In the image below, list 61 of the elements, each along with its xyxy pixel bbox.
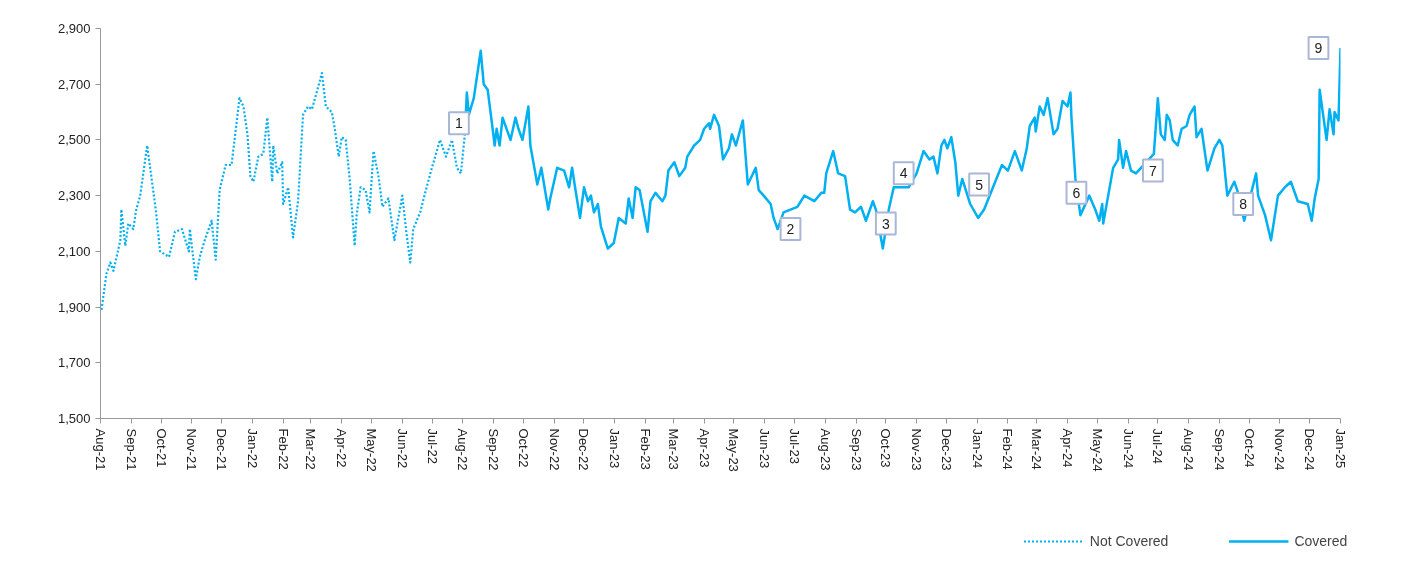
x-tick-label: Jan-22	[244, 428, 260, 469]
x-tick-label: Aug-22	[455, 428, 471, 471]
x-tick-label: Jul-22	[424, 428, 440, 464]
x-tick-label: Oct-22	[515, 428, 531, 468]
x-tick-label: Jan-23	[607, 428, 623, 469]
x-tick-label: Feb-22	[275, 428, 291, 470]
x-tick-label: Jun-22	[394, 428, 410, 469]
annotation: 4	[899, 165, 908, 182]
y-tick-label: 2,900	[57, 21, 91, 36]
x-tick-label: Oct-23	[878, 428, 894, 468]
x-tick-label: Nov-22	[546, 428, 562, 471]
x-tick-label: Feb-24	[1000, 428, 1016, 470]
x-tick-label: Dec-23	[938, 428, 954, 471]
annotation: 5	[975, 176, 984, 193]
y-tick-label: 2,100	[57, 243, 91, 259]
x-tick-label: Jan-24	[969, 428, 985, 469]
x-tick-label: Dec-21	[214, 428, 230, 471]
legend-label: Covered	[1294, 533, 1348, 549]
x-tick-label: Apr-23	[696, 428, 712, 468]
x-tick-label: Aug-24	[1181, 428, 1197, 471]
annotation: 3	[881, 215, 890, 232]
x-tick-label: Sep-24	[1211, 428, 1227, 471]
y-tick-label: 1,900	[57, 299, 91, 315]
legend-label: Not Covered	[1089, 533, 1169, 549]
annotation: 1	[455, 115, 464, 132]
x-tick-label: Mar-24	[1029, 428, 1045, 470]
x-tick-label: Aug-21	[93, 428, 108, 471]
x-tick-label: Jan-25	[1333, 428, 1348, 469]
annotation: 8	[1239, 196, 1248, 212]
y-tick-label: 2,500	[57, 132, 91, 148]
x-tick-label: Nov-21	[184, 428, 200, 471]
x-tick-label: Jun-24	[1120, 428, 1136, 469]
annotation: 9	[1314, 40, 1323, 56]
x-tick-label: Nov-23	[909, 428, 925, 471]
x-tick-label: Dec-22	[576, 428, 592, 471]
x-tick-label: Jun-23	[757, 428, 773, 469]
x-tick-label: Nov-24	[1272, 428, 1288, 471]
x-tick-label: Mar-23	[665, 428, 681, 470]
x-tick-label: Oct-21	[153, 428, 169, 468]
y-tick-label: 2,700	[57, 76, 91, 92]
x-tick-label: Jul-23	[786, 428, 802, 464]
x-tick-label: Aug-23	[817, 428, 833, 471]
x-tick-label: Sep-21	[123, 428, 139, 471]
y-tick-label: 1,700	[57, 355, 91, 371]
x-tick-label: Apr-22	[334, 428, 350, 468]
x-tick-label: Feb-23	[638, 428, 654, 470]
annotation: 6	[1072, 184, 1081, 201]
y-tick-label: 2,300	[57, 188, 91, 204]
annotation: 7	[1148, 162, 1157, 179]
x-tick-label: May-23	[726, 428, 742, 472]
x-tick-label: Sep-22	[486, 428, 502, 471]
x-tick-label: Jul-24	[1150, 428, 1166, 464]
x-tick-label: Dec-24	[1302, 428, 1318, 471]
x-tick-label: May-24	[1089, 428, 1105, 472]
annotation: 2	[786, 221, 795, 238]
y-tick-label: 1,500	[57, 411, 91, 426]
x-tick-label: Mar-22	[303, 428, 319, 470]
x-tick-label: Oct-24	[1241, 428, 1257, 468]
x-tick-label: Apr-24	[1059, 428, 1075, 468]
x-tick-label: May-22	[364, 428, 380, 472]
x-tick-label: Sep-23	[848, 428, 864, 471]
